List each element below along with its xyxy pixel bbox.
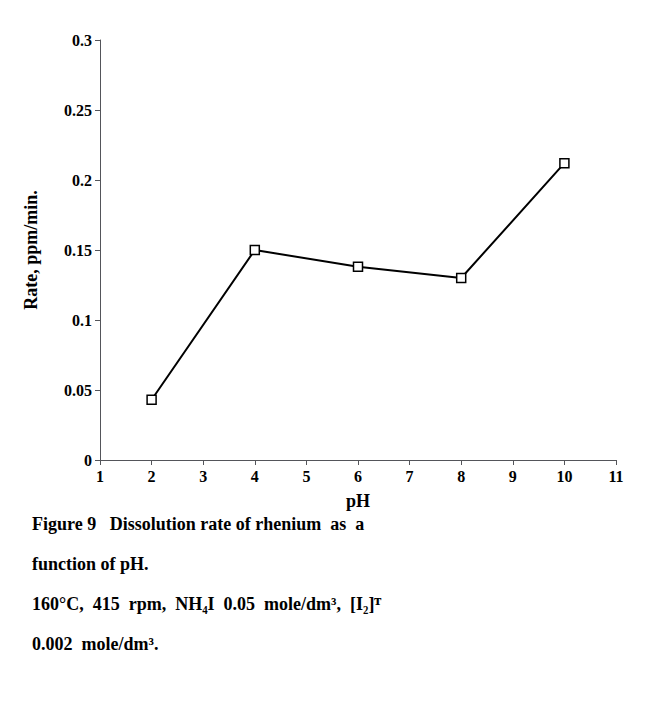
svg-text:11: 11 (608, 468, 623, 485)
svg-text:10: 10 (556, 468, 572, 485)
svg-text:Figure 9 Dissolution rate of: Figure 9 Dissolution rate of rhenium as … (32, 514, 364, 534)
svg-text:0.2: 0.2 (72, 172, 92, 189)
svg-text:0.05: 0.05 (64, 382, 92, 399)
svg-text:function of pH.: function of pH. (32, 554, 149, 574)
svg-text:0.15: 0.15 (64, 242, 92, 259)
svg-text:6: 6 (354, 468, 362, 485)
svg-text:0.002 mole/dm³.: 0.002 mole/dm³. (32, 634, 158, 654)
svg-text:160°C, 415 rpm, NH₄I 0.05: 160°C, 415 rpm, NH₄I 0.05 mole/dm³, [I₂]… (32, 594, 381, 614)
svg-text:7: 7 (406, 468, 414, 485)
svg-text:5: 5 (302, 468, 310, 485)
svg-text:pH: pH (346, 491, 370, 511)
svg-text:4: 4 (251, 468, 259, 485)
svg-text:3: 3 (199, 468, 207, 485)
svg-text:Rate, ppm/min.: Rate, ppm/min. (21, 190, 41, 310)
svg-text:2: 2 (148, 468, 156, 485)
svg-text:9: 9 (509, 468, 517, 485)
svg-text:8: 8 (457, 468, 465, 485)
svg-text:1: 1 (96, 468, 104, 485)
svg-text:0.1: 0.1 (72, 312, 92, 329)
svg-text:0: 0 (84, 452, 92, 469)
svg-text:0.3: 0.3 (72, 32, 92, 49)
svg-text:0.25: 0.25 (64, 102, 92, 119)
